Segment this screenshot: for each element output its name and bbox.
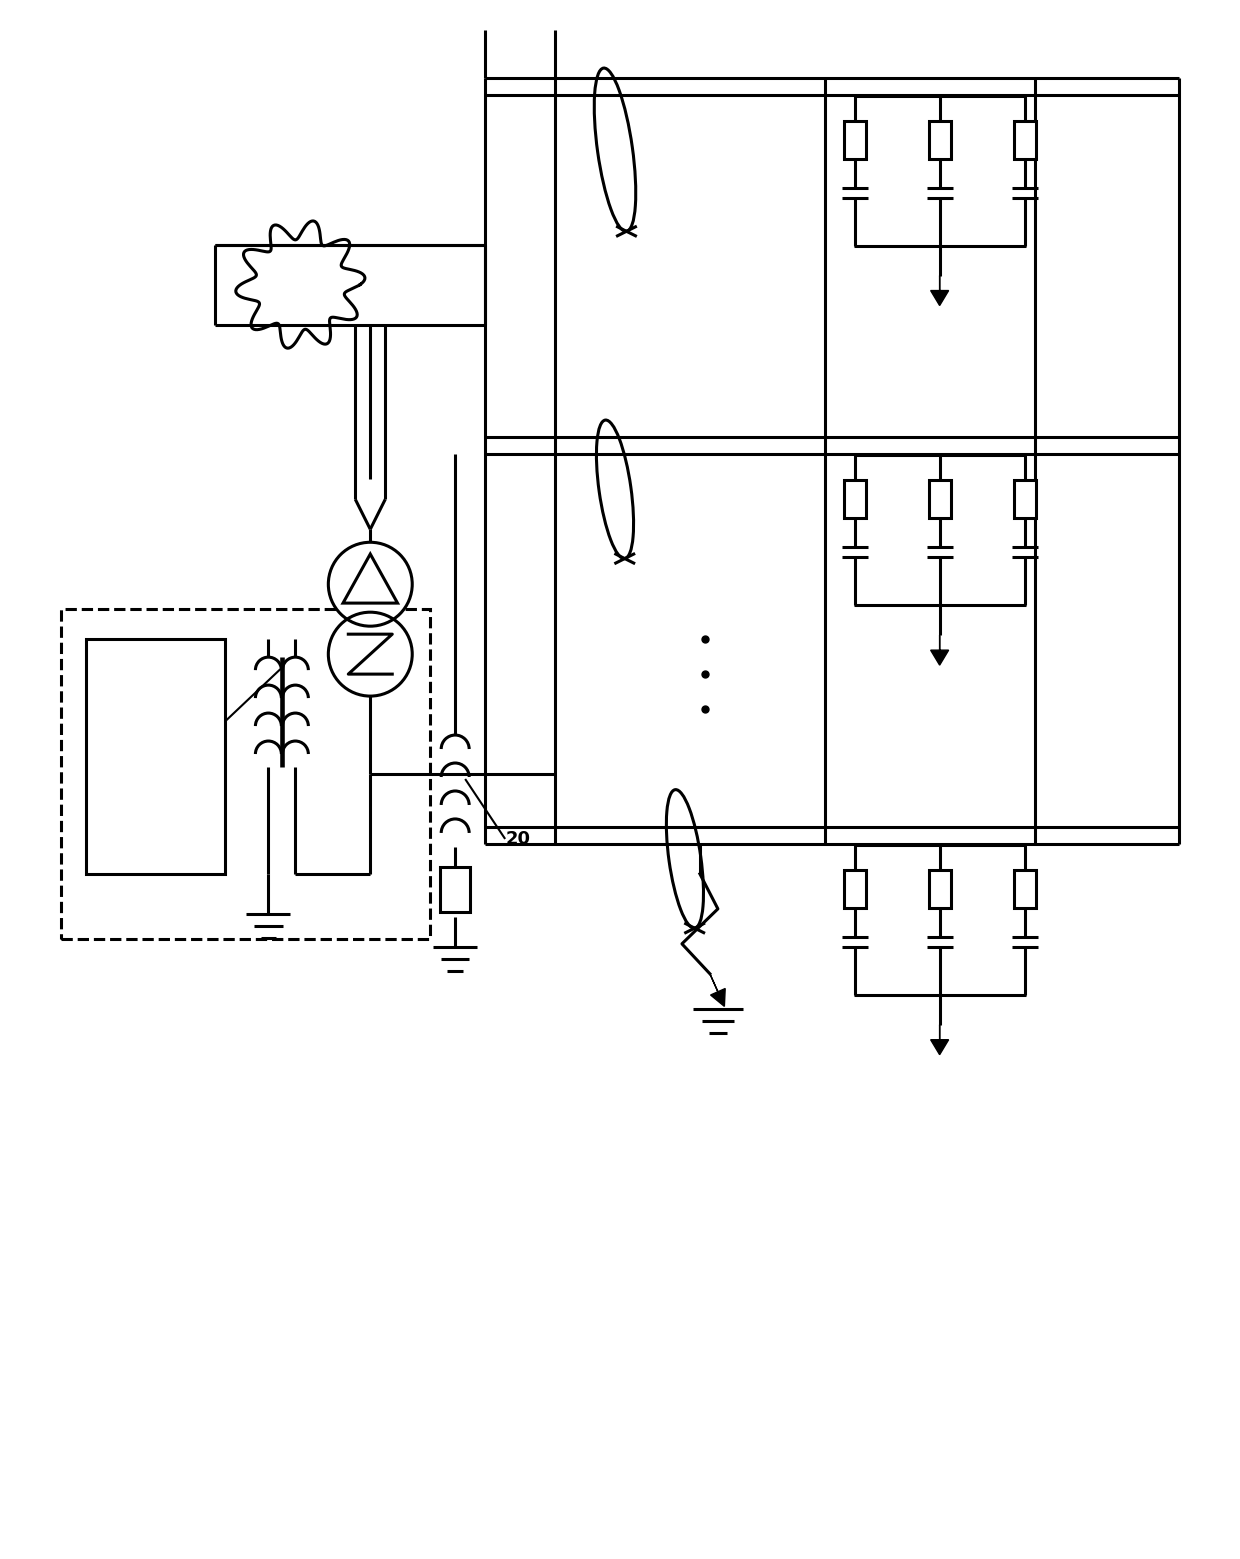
Text: 101: 101 (110, 745, 148, 762)
Text: 20: 20 (505, 829, 531, 848)
FancyArrow shape (931, 1024, 949, 1055)
Circle shape (329, 543, 412, 627)
Bar (929, 120, 951, 159)
FancyArrow shape (709, 974, 725, 1007)
Text: 10: 10 (135, 691, 160, 708)
Bar (440, 867, 470, 912)
Bar (843, 870, 866, 907)
Circle shape (329, 613, 412, 697)
Bar (1013, 480, 1035, 518)
Bar (1013, 120, 1035, 159)
Bar (929, 480, 951, 518)
Bar (843, 480, 866, 518)
FancyArrow shape (931, 635, 949, 666)
Bar (1013, 870, 1035, 907)
Text: 102: 102 (191, 716, 228, 733)
Bar (843, 120, 866, 159)
FancyArrow shape (931, 276, 949, 306)
Bar (61, 610, 430, 939)
Bar (86, 639, 226, 875)
Bar (929, 870, 951, 907)
